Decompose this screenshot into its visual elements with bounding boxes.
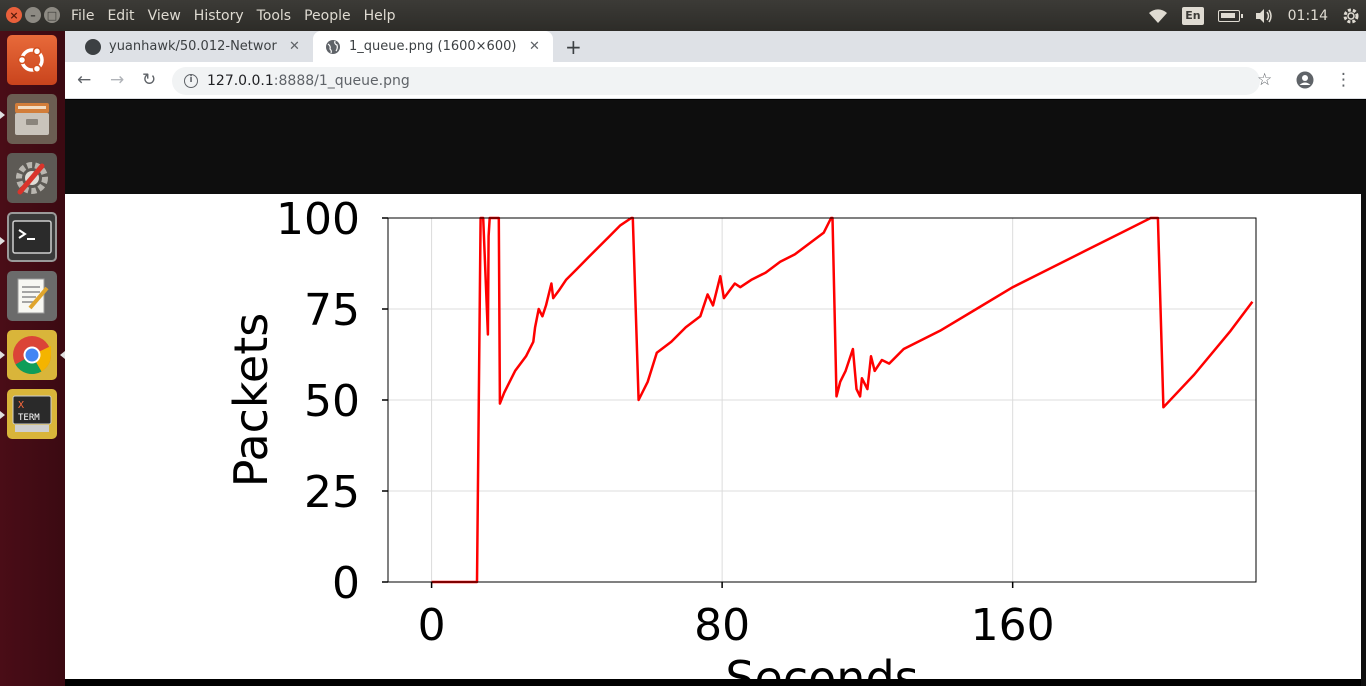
star-icon[interactable]: ☆ [1257,70,1273,90]
reload-icon[interactable]: ↻ [142,70,157,90]
menu-file[interactable]: File [71,8,95,24]
tab-queue-image[interactable]: 1_queue.png (1600×600) ✕ [313,31,553,62]
menu-help[interactable]: Help [363,8,396,24]
series-layer [431,216,1254,584]
launcher-system-settings[interactable] [7,153,57,203]
launcher-ubuntu-dash[interactable] [7,35,57,85]
xterm-term-label: TERM [18,413,40,423]
close-icon[interactable]: ✕ [289,39,300,54]
battery-icon[interactable] [1217,9,1243,22]
y-tick-label: 50 [304,376,360,427]
tab-strip: yuanhawk/50.012-Networ ✕ 1_queue.png (16… [65,31,1366,62]
address-bar[interactable]: i 127.0.0.1:8888/1_queue.png [172,67,1260,95]
clock[interactable]: 01:14 [1287,7,1328,24]
window-minimize-button[interactable]: – [25,7,41,23]
grid [388,217,1256,583]
back-arrow-icon[interactable]: ← [77,70,92,90]
file-cabinet-icon [15,103,49,135]
gear-icon[interactable] [1342,7,1360,25]
text-editor-icon [17,278,49,314]
globe-icon [326,39,340,54]
queue-image: 0 80 160 0 25 50 75 100 Packets Seconds [65,194,1361,679]
launcher: X TERM [0,31,65,686]
y-tick-label: 25 [304,467,360,518]
xterm-icon: X TERM [12,395,52,432]
active-indicator [60,351,65,359]
url-text[interactable]: 127.0.0.1:8888/1_queue.png [207,72,410,90]
queue-chart: 0 80 160 0 25 50 75 100 Packets Seconds [224,194,1257,679]
terminal-icon [12,220,52,254]
x-tick-label: 80 [694,600,750,651]
tab-title: yuanhawk/50.012-Networ [109,39,277,54]
github-icon [85,38,101,55]
info-icon[interactable]: i [184,74,198,88]
profile-icon[interactable] [1296,71,1314,89]
launcher-terminal[interactable] [7,212,57,262]
volume-icon[interactable] [1254,8,1274,24]
system-tray: En 01:14 [1148,5,1360,26]
x-axis-label: Seconds [725,651,918,679]
x-tick-label: 160 [971,600,1055,651]
series-line-0 [431,216,1254,584]
running-indicator [0,411,5,419]
kebab-menu-icon[interactable]: ⋮ [1335,70,1352,90]
x-tick-label: 0 [418,600,446,651]
browser-toolbar: ← → ↻ i 127.0.0.1:8888/1_queue.png ☆ ⋮ [65,62,1366,99]
chrome-icon [13,336,52,375]
menu-view[interactable]: View [147,8,181,24]
y-tick-label: 0 [332,558,360,609]
ubuntu-logo-icon [17,47,44,73]
top-panel: × – □ File Edit View History Tools Peopl… [0,0,1366,31]
tab-github[interactable]: yuanhawk/50.012-Networ ✕ [79,31,311,62]
viewer-edge [1361,100,1366,686]
wifi-icon[interactable] [1148,8,1168,24]
ticks: 0 80 160 0 25 50 75 100 [276,194,1055,651]
y-axis-label: Packets [224,313,278,487]
new-tab-button[interactable]: + [565,35,582,59]
running-indicator [0,351,5,359]
launcher-xterm[interactable]: X TERM [7,389,57,439]
y-tick-label: 100 [276,194,360,245]
window-maximize-button[interactable]: □ [44,7,60,23]
launcher-text-editor[interactable] [7,271,57,321]
menu-edit[interactable]: Edit [107,8,135,24]
y-tick-label: 75 [304,285,360,336]
menu-bar: File Edit View History Tools People Help [71,7,396,25]
settings-wrench-icon [16,162,48,195]
keyboard-language-badge[interactable]: En [1182,6,1204,25]
running-indicator [0,111,5,119]
window-close-button[interactable]: × [6,7,22,23]
launcher-files[interactable] [7,94,57,144]
tab-title: 1_queue.png (1600×600) [349,39,517,54]
url-host: 127.0.0.1 [207,73,274,89]
forward-arrow-icon[interactable]: → [110,70,125,90]
menu-people[interactable]: People [304,8,351,24]
launcher-chrome[interactable] [7,330,57,380]
running-indicator [0,237,5,245]
url-path: :8888/1_queue.png [273,73,410,89]
menu-tools[interactable]: Tools [256,8,292,24]
close-icon[interactable]: ✕ [529,39,540,54]
menu-history[interactable]: History [193,8,244,24]
xterm-x-label: X [18,400,24,411]
